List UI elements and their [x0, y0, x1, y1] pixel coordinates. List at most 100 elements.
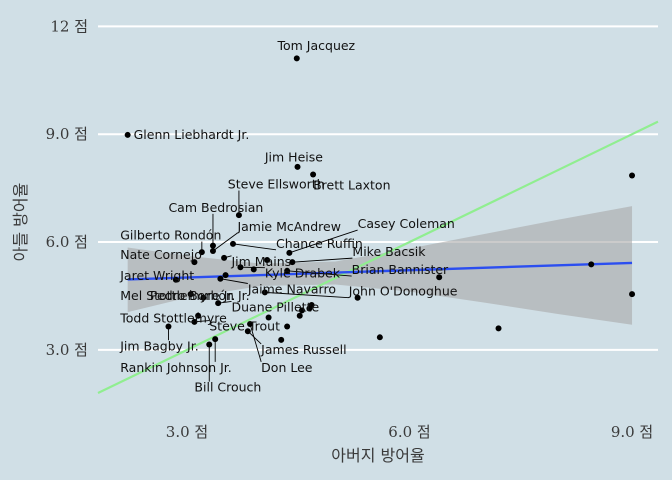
data-point-41 [495, 325, 502, 332]
point-label-19: Pedro Borbón Jr. [150, 288, 250, 303]
data-point-44 [629, 291, 636, 298]
data-point-31 [265, 314, 272, 321]
point-label-13: Brian Bannister [352, 262, 449, 277]
data-point-40 [436, 274, 443, 281]
data-point-13 [284, 267, 291, 274]
data-point-33 [284, 323, 291, 330]
data-point-30 [250, 266, 257, 273]
data-point-24 [244, 328, 251, 335]
leader-line-7 [289, 229, 358, 254]
point-label-1: Glenn Liebhardt Jr. [134, 127, 250, 142]
point-label-5: Cam Bedrosian [168, 200, 263, 215]
data-point-6 [209, 248, 216, 255]
leader-line-16 [220, 278, 248, 284]
data-point-4 [235, 212, 242, 219]
data-point-11 [191, 259, 198, 266]
x-tick-label-2: 9.0 점 [611, 423, 653, 441]
data-point-23 [165, 323, 172, 330]
data-points [124, 55, 636, 348]
data-point-34 [296, 312, 303, 319]
point-label-17: John O'Donoghue [348, 284, 458, 299]
x-axis-title: 아버지 방어율 [331, 446, 424, 465]
point-label-21: Todd Stottlemyre [119, 310, 227, 325]
leader-line-17 [264, 291, 349, 299]
leader-line-8 [232, 243, 277, 251]
leader-line-24 [247, 330, 262, 345]
data-point-28 [264, 257, 271, 264]
leader-line-26 [249, 323, 262, 362]
point-label-12: Jim Mains [231, 254, 292, 269]
data-point-8 [229, 240, 236, 247]
point-label-8: Chance Ruffin [276, 236, 363, 251]
y-tick-labels: 3.0 점 6.0 점 9.0 점 12 점 [46, 17, 88, 359]
point-label-14: Kyle Drabek [265, 266, 341, 281]
data-point-21 [195, 312, 202, 319]
leader-line-10 [292, 257, 353, 263]
data-point-9 [198, 249, 205, 256]
point-label-6: Jamie McAndrew [236, 219, 341, 234]
data-point-3 [310, 171, 317, 178]
data-point-1 [124, 131, 131, 138]
data-point-18 [187, 291, 194, 298]
leader-line-13 [287, 270, 352, 277]
point-label-24: James Russell [260, 342, 346, 357]
x-tick-label-0: 3.0 점 [166, 423, 208, 441]
data-point-16 [217, 275, 224, 282]
point-label-10: Mike Bacsik [352, 244, 426, 259]
data-point-19 [200, 294, 207, 301]
confidence-band [127, 206, 633, 325]
data-point-35 [298, 307, 305, 314]
data-point-15 [172, 276, 179, 283]
data-point-25 [212, 336, 219, 343]
point-label-23: Jim Bagby Jr. [119, 338, 198, 353]
point-label-0: Tom Jacquez [276, 38, 355, 53]
confidence-band-area [127, 206, 633, 325]
data-point-32 [278, 336, 285, 343]
point-label-11: Nate Cornejo [120, 247, 202, 262]
data-point-38 [354, 294, 361, 301]
point-label-26: Don Lee [261, 360, 313, 375]
point-label-22: Steve Trout [209, 319, 280, 334]
data-point-7 [286, 249, 293, 256]
data-point-2 [294, 163, 301, 170]
y-equals-x-line [97, 120, 659, 395]
point-label-9: Gilberto Rondón [120, 228, 221, 243]
data-point-22 [191, 318, 198, 325]
regression-fit-line [127, 261, 633, 281]
y-axis-title: 아들 방어율 [11, 183, 30, 262]
x-tick-labels: 3.0 점 6.0 점 9.0 점 [166, 423, 653, 441]
data-point-27 [206, 341, 213, 348]
data-point-10 [289, 259, 296, 266]
point-label-15: Jaret Wright [119, 268, 194, 283]
y-tick-label-1: 6.0 점 [46, 233, 88, 251]
y-tick-label-0: 3.0 점 [46, 341, 88, 359]
point-label-4: Steve Ellsworth [228, 177, 325, 192]
point-label-2: Jim Heise [264, 150, 323, 165]
point-label-27: Bill Crouch [194, 380, 261, 395]
point-label-20: Duane Pillette [232, 299, 320, 314]
regression-line [127, 261, 633, 281]
point-label-16: Jaime Navarro [247, 282, 336, 297]
y-tick-label-3: 12 점 [50, 17, 88, 35]
y-tick-label-2: 9.0 점 [46, 125, 88, 143]
data-point-26 [247, 321, 254, 328]
x-tick-label-1: 6.0 점 [388, 423, 430, 441]
data-point-42 [588, 261, 595, 268]
data-point-37 [308, 301, 315, 308]
reference-line [97, 120, 659, 395]
data-point-5 [209, 242, 216, 249]
point-label-18: Mel Stottlemyre Jr. [120, 288, 235, 303]
data-point-14 [237, 264, 244, 271]
data-point-39 [376, 334, 383, 341]
point-labels: Tom Jacquez Glenn Liebhardt Jr. Jim Heise B… [119, 38, 458, 395]
point-label-3: Brett Laxton [313, 177, 390, 192]
data-point-0 [293, 55, 300, 62]
data-point-43 [629, 172, 636, 179]
data-point-20 [215, 300, 222, 307]
point-label-7: Casey Coleman [358, 216, 455, 231]
data-point-12 [221, 254, 228, 261]
point-label-25: Rankin Johnson Jr. [120, 360, 231, 375]
data-point-17 [261, 289, 268, 296]
leader-line-6 [212, 232, 238, 252]
